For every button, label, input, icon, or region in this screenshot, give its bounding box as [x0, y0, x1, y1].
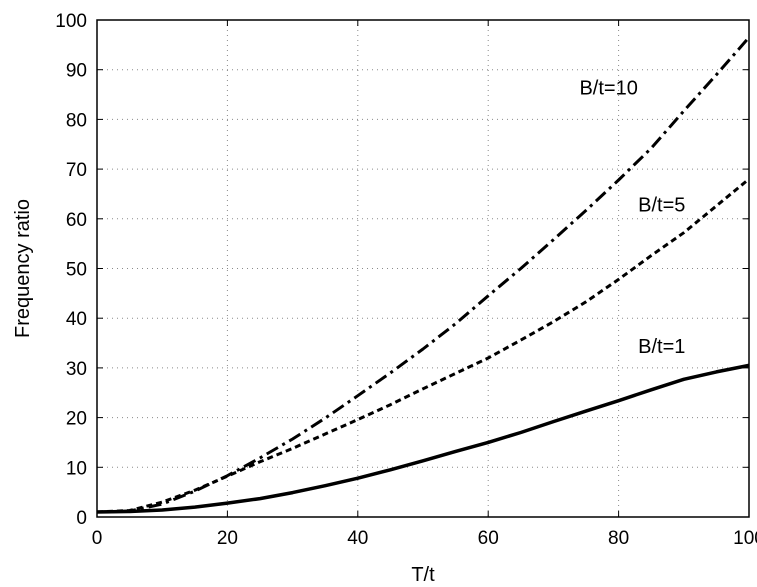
series-layer [96, 36, 751, 514]
x-tick-label: 60 [478, 528, 499, 549]
series-line-b-t-10 [96, 36, 751, 514]
x-tick-label: 80 [608, 528, 629, 549]
x-tick-label: 100 [733, 528, 757, 549]
y-tick-label: 70 [66, 160, 87, 181]
x-tick-label: 40 [347, 528, 368, 549]
series-label-b-t-5: B/t=5 [638, 194, 685, 216]
x-tick-label: 20 [217, 528, 238, 549]
y-tick-label: 20 [66, 409, 87, 430]
y-tick-label: 100 [55, 11, 87, 32]
y-tick-label: 50 [66, 260, 87, 281]
x-tick-label: 0 [92, 528, 103, 549]
y-tick-label: 60 [66, 210, 87, 231]
axis-ticks [96, 19, 750, 518]
y-tick-label: 40 [66, 309, 87, 330]
y-tick-label: 30 [66, 359, 87, 380]
y-tick-label: 80 [66, 110, 87, 131]
series-label-b-t-10: B/t=10 [579, 78, 637, 100]
y-tick-label: 10 [66, 458, 87, 479]
y-tick-label: 0 [76, 508, 87, 529]
series-label-b-t-1: B/t=1 [638, 336, 685, 358]
y-axis-label: Frequency ratio [12, 199, 34, 338]
tick-labels: 0 20 40 60 80 100 0 10 20 30 40 50 60 70 80 90 100 [55, 11, 757, 549]
x-axis-label: T/t [411, 564, 435, 586]
series-line-b-t-1 [96, 363, 750, 514]
y-tick-label: 90 [66, 61, 87, 82]
grid-lines [97, 20, 749, 517]
